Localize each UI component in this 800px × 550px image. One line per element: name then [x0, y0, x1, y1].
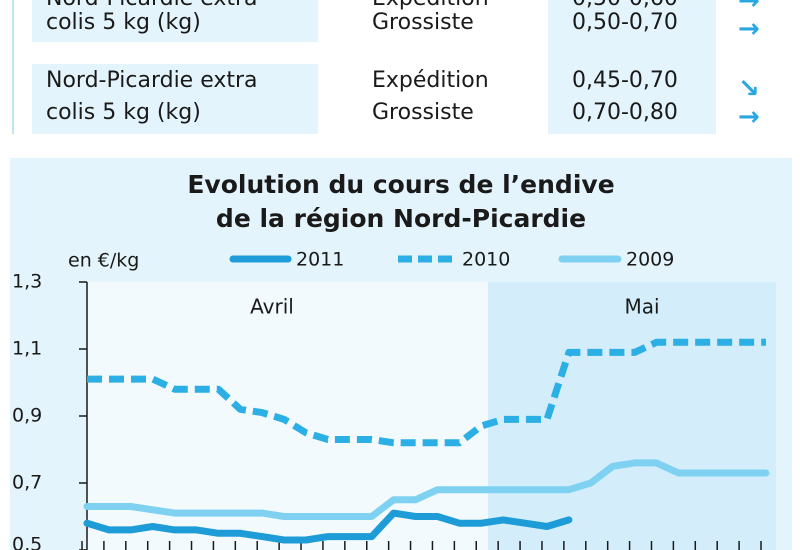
- y-tick-label: 1,1: [12, 338, 42, 360]
- y-axis-label: en €/kg: [68, 250, 139, 272]
- trend-arrow-icon: →: [738, 0, 760, 16]
- chart-title-line: Evolution du cours de l’endive: [187, 170, 615, 199]
- series-line-2010: [87, 338, 766, 447]
- y-tick-label: 0,5: [12, 534, 42, 550]
- series-layer: [83, 338, 770, 544]
- y-tick-label: 0,9: [12, 405, 42, 427]
- price-range: 0,70-0,80: [572, 100, 678, 125]
- table-left-rule: [12, 0, 14, 134]
- trend-arrow-icon: →: [738, 102, 760, 132]
- period-label-april: Avril: [250, 295, 294, 319]
- table-cell-bg: [548, 42, 716, 64]
- plot-area-april: [87, 282, 488, 550]
- trade-stage: Expédition: [372, 0, 489, 14]
- y-tick-label: 0,7: [12, 472, 42, 494]
- product-name: colis 5 kg (kg): [46, 10, 201, 35]
- product-name: Nord-Picardie extra: [46, 68, 258, 93]
- table-cell-bg: [32, 0, 318, 42]
- period-label-may: Mai: [624, 295, 659, 319]
- y-tick-marks: [79, 281, 87, 550]
- table-cell-bg: [548, 0, 716, 42]
- legend-label-2009: 2009: [626, 249, 674, 271]
- chart-title-line: de la région Nord-Picardie: [215, 204, 587, 233]
- legend-label-2010: 2010: [462, 249, 510, 271]
- series-line-2009: [83, 459, 770, 520]
- price-range: 0,50-0,60: [572, 0, 678, 14]
- product-name: Nord-Picardie extra: [46, 0, 258, 14]
- trade-stage: Grossiste: [372, 100, 474, 125]
- x-tick-marks: [81, 541, 762, 550]
- table-cell-bg: [32, 64, 318, 134]
- price-range: 0,45-0,70: [572, 68, 678, 93]
- product-name: colis 5 kg (kg): [46, 100, 201, 125]
- chart-title: Evolution du cours de l’endive de la rég…: [10, 168, 792, 236]
- legend-label-2011: 2011: [296, 249, 344, 271]
- table-cell-bg: [548, 64, 716, 134]
- trade-stage: Expédition: [372, 68, 489, 93]
- y-tick-label: 1,3: [12, 271, 42, 293]
- trade-stage: Grossiste: [372, 10, 474, 35]
- series-line-2011: [83, 509, 573, 544]
- price-range: 0,50-0,70: [572, 10, 678, 35]
- price-table: Nord-Picardie extra colis 5 kg (kg) Expé…: [0, 0, 800, 140]
- trend-arrow-icon: →: [738, 14, 760, 44]
- trend-arrow-icon: ↘: [738, 74, 760, 104]
